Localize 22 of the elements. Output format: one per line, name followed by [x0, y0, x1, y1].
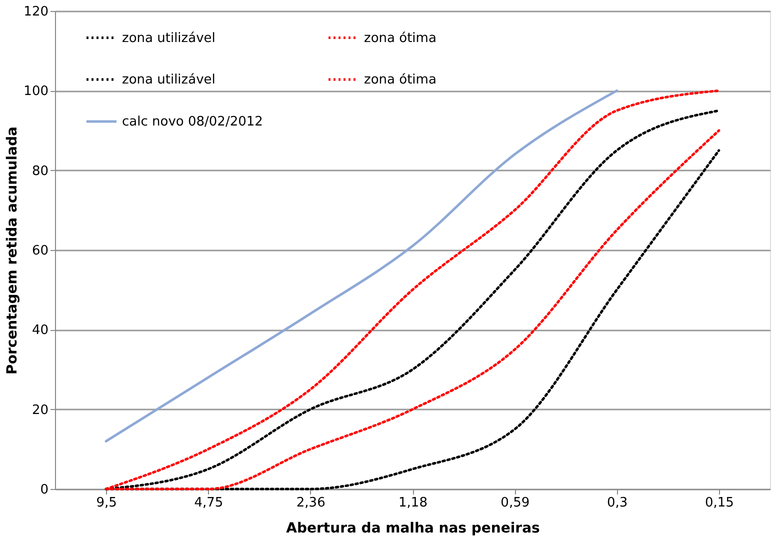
x-tick-label: 0,15 — [704, 496, 734, 510]
y-tick-label: 80 — [32, 164, 48, 179]
x-tick-label: 0,59 — [500, 496, 530, 510]
y-tick-label: 120 — [24, 4, 48, 20]
y-tick-label: 0 — [40, 482, 48, 498]
line-series — [104, 89, 618, 442]
y-tick-label: 60 — [32, 244, 48, 258]
y-tick-label: 40 — [32, 323, 48, 338]
y-tick-label: 100 — [24, 84, 48, 100]
x-tick-label: 2,36 — [296, 496, 326, 510]
y-axis-title: Porcentagem retida acumulada — [4, 126, 21, 374]
legend-label: zona utilizável — [122, 30, 216, 46]
legend-label: zona ótima — [364, 72, 436, 88]
x-tick-label: 4,75 — [194, 496, 224, 510]
legend-label: zona utilizável — [122, 72, 216, 88]
x-tick-label: 9,5 — [96, 496, 117, 510]
x-tick-label: 0,3 — [606, 496, 628, 510]
x-axis-title: Abertura da malha nas peneiras — [286, 520, 540, 536]
y-tick-label: 20 — [32, 402, 48, 418]
legend-label: calc novo 08/02/2012 — [122, 114, 263, 130]
legend-label: zona ótima — [364, 30, 436, 46]
x-tick-label: 1,18 — [398, 496, 428, 510]
